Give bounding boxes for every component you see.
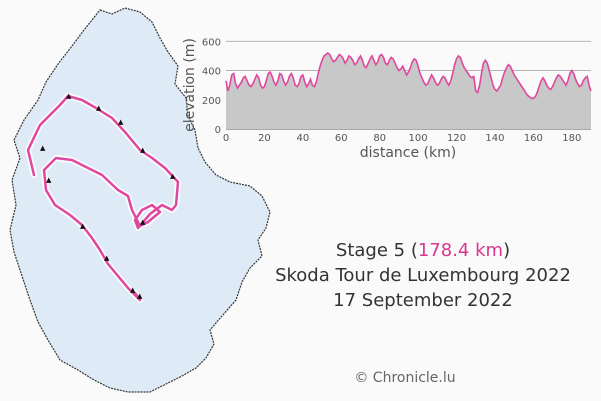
svg-text:▲: ▲	[40, 144, 46, 152]
stage-distance: 178.4 km	[417, 240, 504, 261]
y-tick-label: 400	[202, 67, 221, 78]
x-axis-label: distance (km)	[360, 145, 456, 161]
x-tick-label: 60	[335, 133, 348, 144]
svg-text:▲: ▲	[118, 118, 124, 126]
svg-text:▲: ▲	[96, 104, 102, 112]
x-tick-label: 20	[258, 133, 271, 144]
country-outline	[9, 7, 271, 393]
elevation-line	[225, 51, 592, 100]
route-line	[26, 94, 180, 302]
y-axis-label: elevation (m)	[182, 38, 198, 132]
svg-text:▲: ▲	[66, 92, 72, 100]
credit-text: © Chronicle.lu	[354, 370, 456, 386]
caption-prefix: Stage 5 (	[335, 240, 418, 261]
stage-caption: Stage 5 (178.4 km) Skoda Tour de Luxembo…	[250, 238, 596, 313]
svg-text:▲: ▲	[104, 254, 110, 262]
svg-text:▲: ▲	[137, 292, 143, 300]
y-tick-label: 200	[202, 96, 221, 107]
x-tick-label: 100	[409, 133, 428, 144]
caption-date: 17 September 2022	[333, 290, 513, 311]
x-tick-label: 80	[373, 133, 386, 144]
y-tick-label: 0	[215, 125, 221, 136]
svg-text:▲: ▲	[46, 176, 52, 184]
caption-event-name: Skoda Tour de Luxembourg 2022	[275, 265, 571, 286]
svg-text:▲: ▲	[80, 222, 86, 230]
svg-text:▲: ▲	[170, 172, 176, 180]
x-tick-label: 140	[485, 133, 504, 144]
x-axis-ticks: 0 20 40 60 80 100 120 140 160 180	[223, 133, 582, 144]
route-markers: ▲▲▲ ▲▲▲ ▲▲▲ ▲▲▲	[40, 92, 176, 300]
x-tick-label: 40	[296, 133, 309, 144]
x-tick-label: 160	[524, 133, 543, 144]
x-tick-label: 0	[223, 133, 229, 144]
y-tick-label: 600	[202, 37, 221, 48]
x-tick-label: 180	[562, 133, 581, 144]
svg-text:▲: ▲	[130, 286, 136, 294]
elevation-area	[226, 53, 591, 129]
svg-text:▲: ▲	[140, 146, 146, 154]
y-axis-ticks: 0 200 400 600	[202, 37, 221, 136]
caption-line-1: Stage 5 (178.4 km)	[250, 238, 596, 263]
caption-suffix: )	[503, 240, 511, 261]
x-tick-label: 120	[447, 133, 466, 144]
svg-text:▲: ▲	[140, 218, 146, 226]
